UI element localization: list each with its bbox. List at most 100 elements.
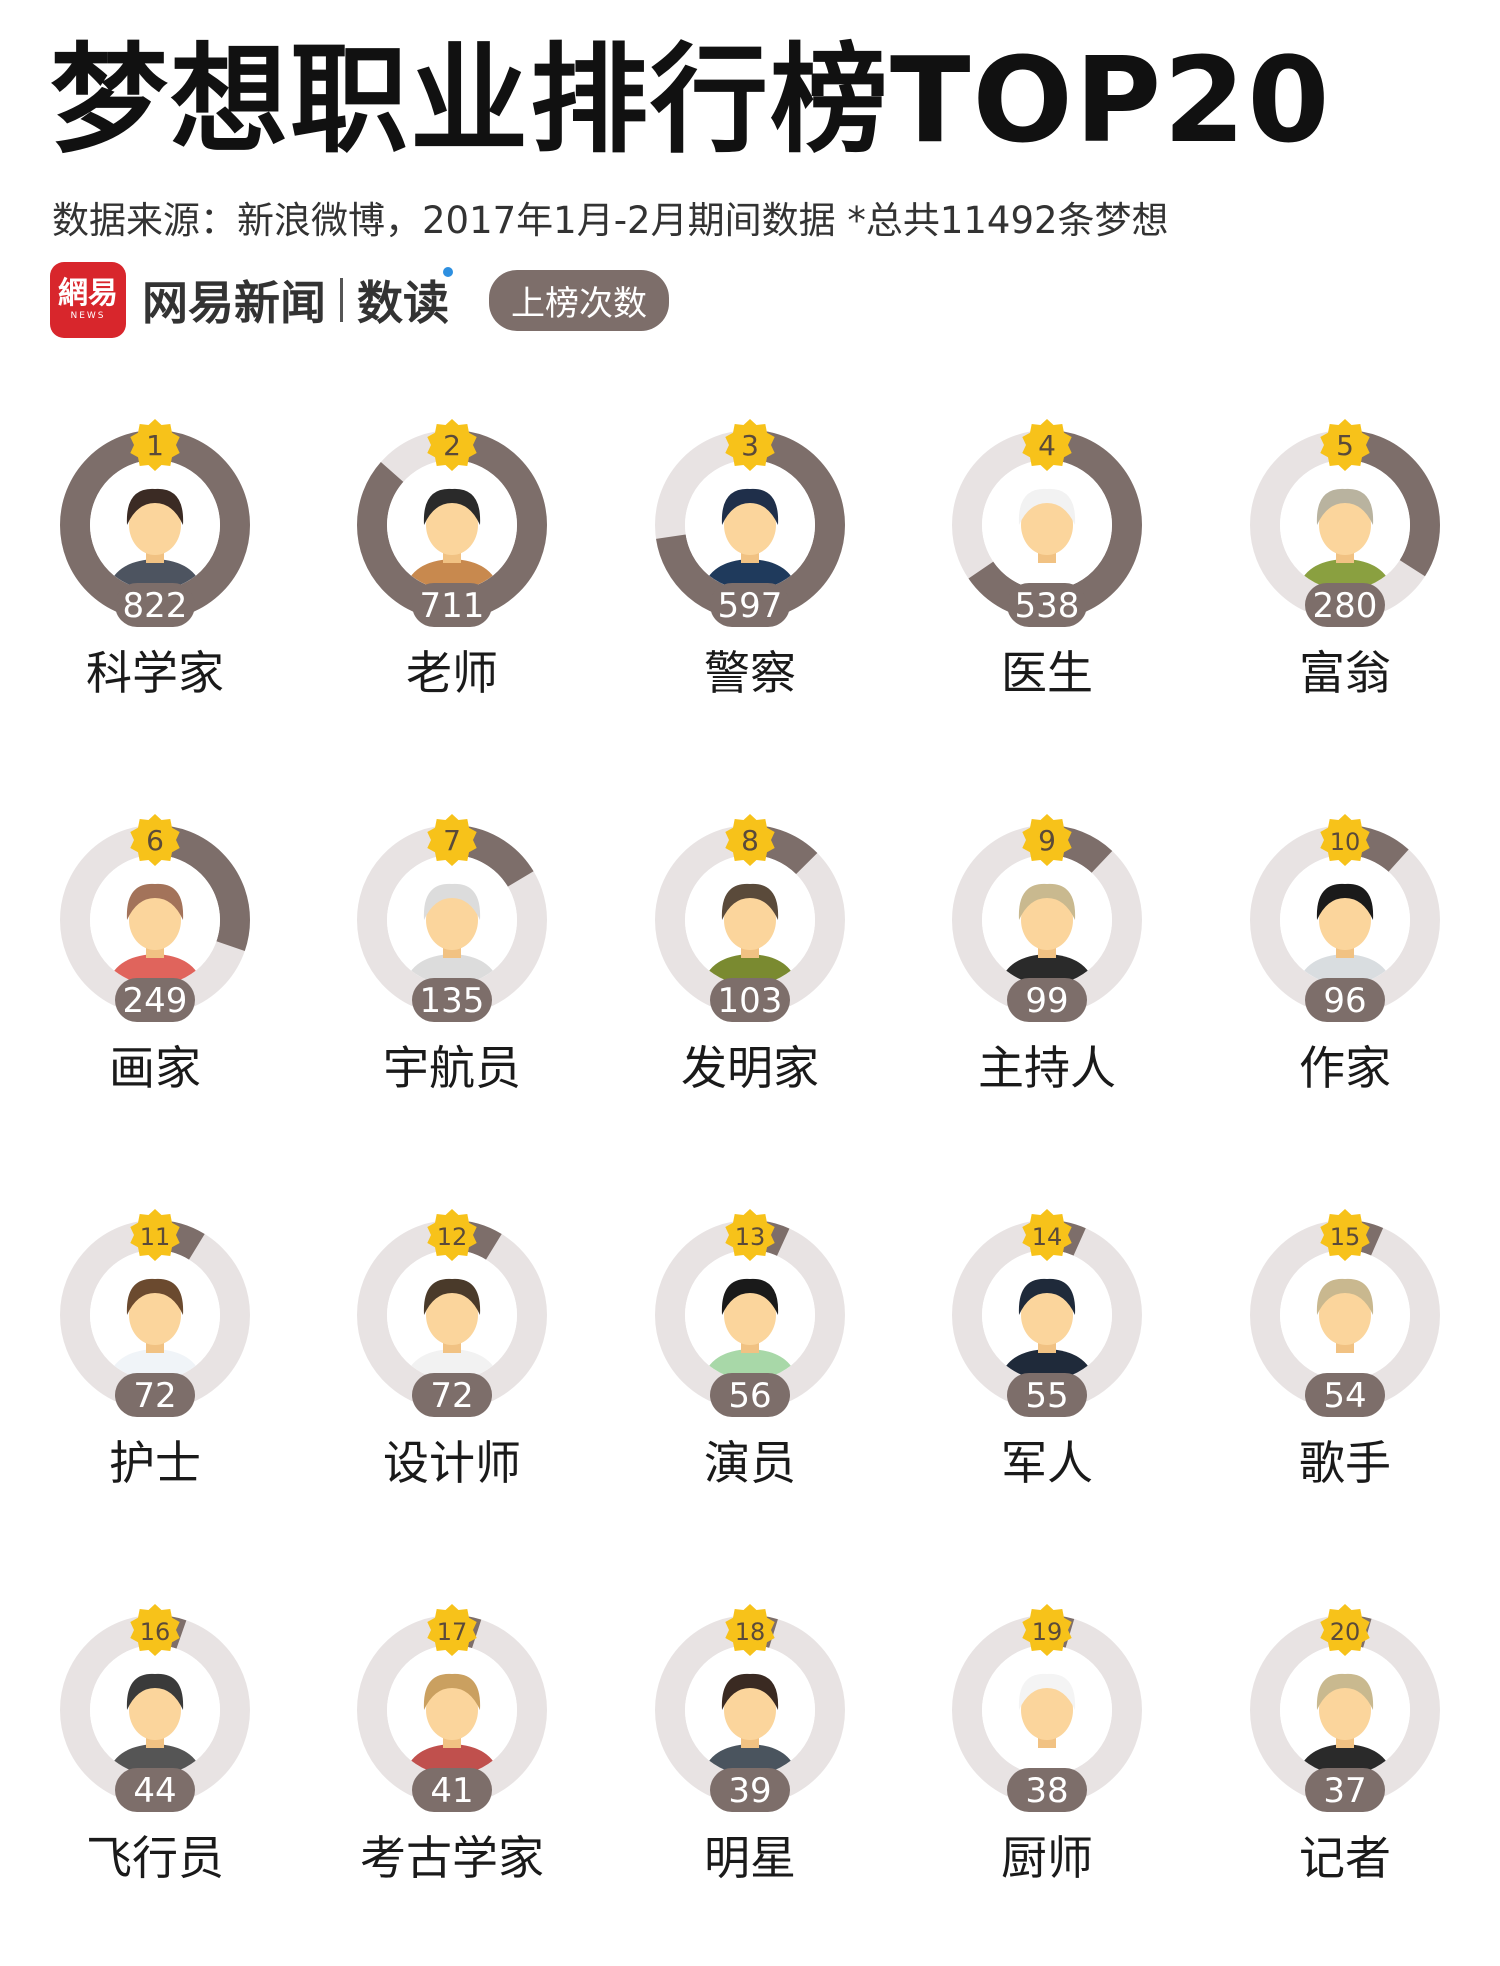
count-value: 280	[1313, 586, 1378, 626]
brand-bar: 網易 NEWS 网易新闻 数读 上榜次数	[50, 262, 669, 338]
job-name: 主持人	[978, 1041, 1116, 1095]
count-pill: 822	[115, 583, 195, 627]
rank-badge: 19	[1022, 1604, 1072, 1656]
rank-badge: 4	[1022, 419, 1072, 471]
brand-divider	[340, 278, 343, 322]
job-name: 科学家	[86, 646, 224, 700]
rank-badge: 15	[1320, 1209, 1370, 1261]
job-item: 14 55 军人	[952, 1209, 1142, 1490]
rank-number: 2	[443, 429, 461, 462]
count-pill: 41	[412, 1768, 492, 1812]
rank-badge: 3	[725, 419, 775, 471]
job-name: 设计师	[383, 1436, 521, 1490]
job-name: 警察	[704, 646, 796, 700]
job-name: 军人	[1001, 1436, 1093, 1490]
rank-number: 8	[741, 824, 759, 857]
rank-badge: 7	[427, 814, 477, 866]
count-pill: 280	[1305, 583, 1385, 627]
job-name: 医生	[1001, 646, 1093, 700]
job-name: 富翁	[1299, 646, 1391, 700]
rank-number: 16	[140, 1618, 171, 1646]
count-value: 44	[133, 1771, 176, 1811]
job-item: 20 37 记者	[1250, 1604, 1440, 1885]
rank-badge: 14	[1022, 1209, 1072, 1261]
count-value: 72	[430, 1376, 473, 1416]
count-value: 56	[728, 1376, 771, 1416]
job-item: 8 103 发明家	[655, 814, 845, 1095]
rank-badge: 11	[130, 1209, 180, 1261]
job-item: 6 249 画家	[60, 814, 250, 1095]
brand-column-name: 数读	[357, 267, 453, 333]
logo-subtext: NEWS	[70, 311, 106, 321]
rank-badge: 13	[725, 1209, 775, 1261]
rank-number: 1	[146, 429, 164, 462]
count-pill: 597	[710, 583, 790, 627]
data-source-note: 数据来源：新浪微博，2017年1月-2月期间数据 *总共11492条梦想	[52, 199, 1169, 242]
rank-badge: 20	[1320, 1604, 1370, 1656]
count-pill: 37	[1305, 1768, 1385, 1812]
rank-badge: 17	[427, 1604, 477, 1656]
rank-badge: 10	[1320, 814, 1370, 866]
rank-badge: 2	[427, 419, 477, 471]
job-item: 17 41 考古学家	[357, 1604, 547, 1885]
count-value: 711	[420, 586, 485, 626]
count-value: 103	[718, 981, 783, 1021]
count-value: 72	[133, 1376, 176, 1416]
count-pill: 538	[1007, 583, 1087, 627]
job-item: 4 538 医生	[952, 419, 1142, 700]
rank-badge: 8	[725, 814, 775, 866]
count-value: 249	[123, 981, 188, 1021]
brand-read-label: 数读	[357, 276, 449, 330]
count-pill: 72	[115, 1373, 195, 1417]
rank-number: 11	[140, 1223, 171, 1251]
rank-badge: 9	[1022, 814, 1072, 866]
netease-logo-icon: 網易 NEWS	[50, 262, 126, 338]
rank-number: 10	[1330, 828, 1361, 856]
job-name: 记者	[1299, 1831, 1391, 1885]
count-pill: 72	[412, 1373, 492, 1417]
job-item: 12 72 设计师	[357, 1209, 547, 1490]
job-name: 演员	[704, 1436, 796, 1490]
job-name: 作家	[1299, 1041, 1391, 1095]
count-value: 597	[718, 586, 783, 626]
job-name: 考古学家	[360, 1831, 544, 1885]
job-item: 2 711 老师	[357, 419, 547, 700]
job-item: 13 56 演员	[655, 1209, 845, 1490]
brand-dot-icon	[443, 267, 453, 277]
rank-number: 9	[1038, 824, 1056, 857]
count-pill: 55	[1007, 1373, 1087, 1417]
rank-number: 20	[1330, 1618, 1361, 1646]
rank-number: 4	[1038, 429, 1056, 462]
job-name: 护士	[109, 1436, 201, 1490]
job-item: 18 39 明星	[655, 1604, 845, 1885]
rank-badge: 1	[130, 419, 180, 471]
job-item: 15 54 歌手	[1250, 1209, 1440, 1490]
job-name: 歌手	[1299, 1436, 1391, 1490]
count-value: 96	[1323, 981, 1366, 1021]
job-item: 5 280 富翁	[1250, 419, 1440, 700]
count-value: 99	[1025, 981, 1068, 1021]
job-item: 11 72 护士	[60, 1209, 250, 1490]
job-name: 飞行员	[86, 1831, 224, 1885]
rank-number: 5	[1336, 429, 1354, 462]
job-name: 发明家	[681, 1041, 819, 1095]
count-pill: 54	[1305, 1373, 1385, 1417]
count-pill: 38	[1007, 1768, 1087, 1812]
count-value: 54	[1323, 1376, 1366, 1416]
rank-number: 18	[735, 1618, 766, 1646]
rank-badge: 12	[427, 1209, 477, 1261]
logo-text: 網易	[58, 276, 118, 311]
brand-name: 网易新闻	[142, 276, 326, 330]
rank-number: 14	[1032, 1223, 1063, 1251]
job-name: 宇航员	[383, 1041, 521, 1095]
job-item: 3 597 警察	[655, 419, 845, 700]
rank-number: 12	[437, 1223, 468, 1251]
count-value: 55	[1025, 1376, 1068, 1416]
rank-number: 17	[437, 1618, 468, 1646]
count-value: 41	[430, 1771, 473, 1811]
count-pill: 249	[115, 978, 195, 1022]
count-pill: 135	[412, 978, 492, 1022]
count-pill: 711	[412, 583, 492, 627]
